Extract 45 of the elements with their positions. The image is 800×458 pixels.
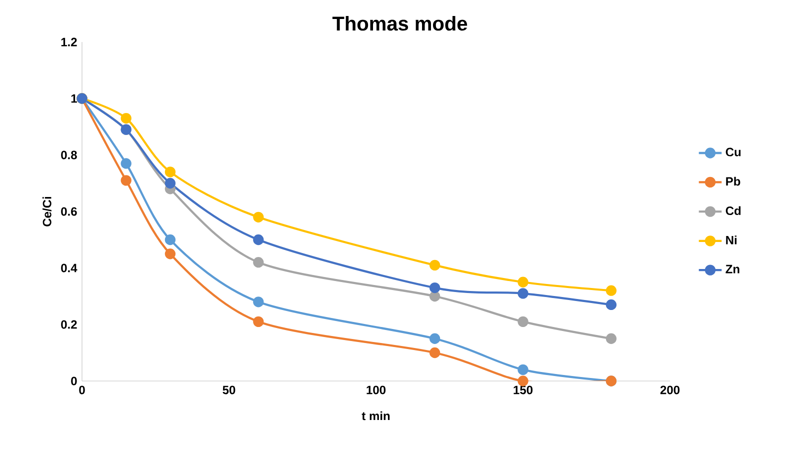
point (518, 364, 528, 376)
point (518, 316, 528, 328)
y-tick-label: 0.6 (61, 207, 77, 216)
point (429, 290, 440, 302)
legend-label: Zn (726, 264, 740, 274)
x-tick-label: 0 (79, 386, 85, 394)
point (606, 333, 617, 344)
point (164, 248, 176, 260)
legend-label: Cd (726, 206, 741, 216)
point (518, 276, 528, 288)
point (429, 282, 440, 294)
x-tick-label: 150 (514, 386, 533, 394)
point (164, 166, 176, 178)
point (253, 234, 264, 246)
y-tick-label: 1 (71, 94, 77, 103)
point (120, 158, 132, 169)
legend-label: Ni (726, 236, 736, 244)
y-tick-label: 0.8 (61, 150, 77, 160)
point (429, 260, 440, 271)
x-tick-label: 200 (660, 386, 680, 394)
legend-label: Pb (726, 176, 740, 186)
x-tick-label: 100 (366, 386, 386, 394)
x-tick-label: 50 (222, 386, 236, 394)
point (253, 257, 264, 268)
y-tick-label: 0.4 (61, 264, 78, 272)
y-tick-label: 0 (71, 376, 77, 386)
chart-title: Thomas mode (332, 16, 468, 31)
point (606, 299, 617, 310)
point (429, 333, 440, 344)
point (164, 234, 176, 246)
point (120, 112, 132, 124)
point (518, 376, 528, 386)
point (164, 178, 176, 189)
y-tick-label: 1.2 (61, 38, 77, 46)
x-axis-title: t min (362, 411, 390, 420)
legend-label: Cu (726, 148, 741, 156)
point (253, 212, 264, 222)
y-tick-label: 0.2 (61, 320, 77, 329)
point (253, 296, 264, 308)
y-axis-title: Ce/Ci (42, 197, 52, 226)
point (429, 347, 440, 358)
point (606, 285, 617, 296)
point (120, 175, 132, 186)
point (253, 316, 264, 328)
point (518, 288, 528, 299)
